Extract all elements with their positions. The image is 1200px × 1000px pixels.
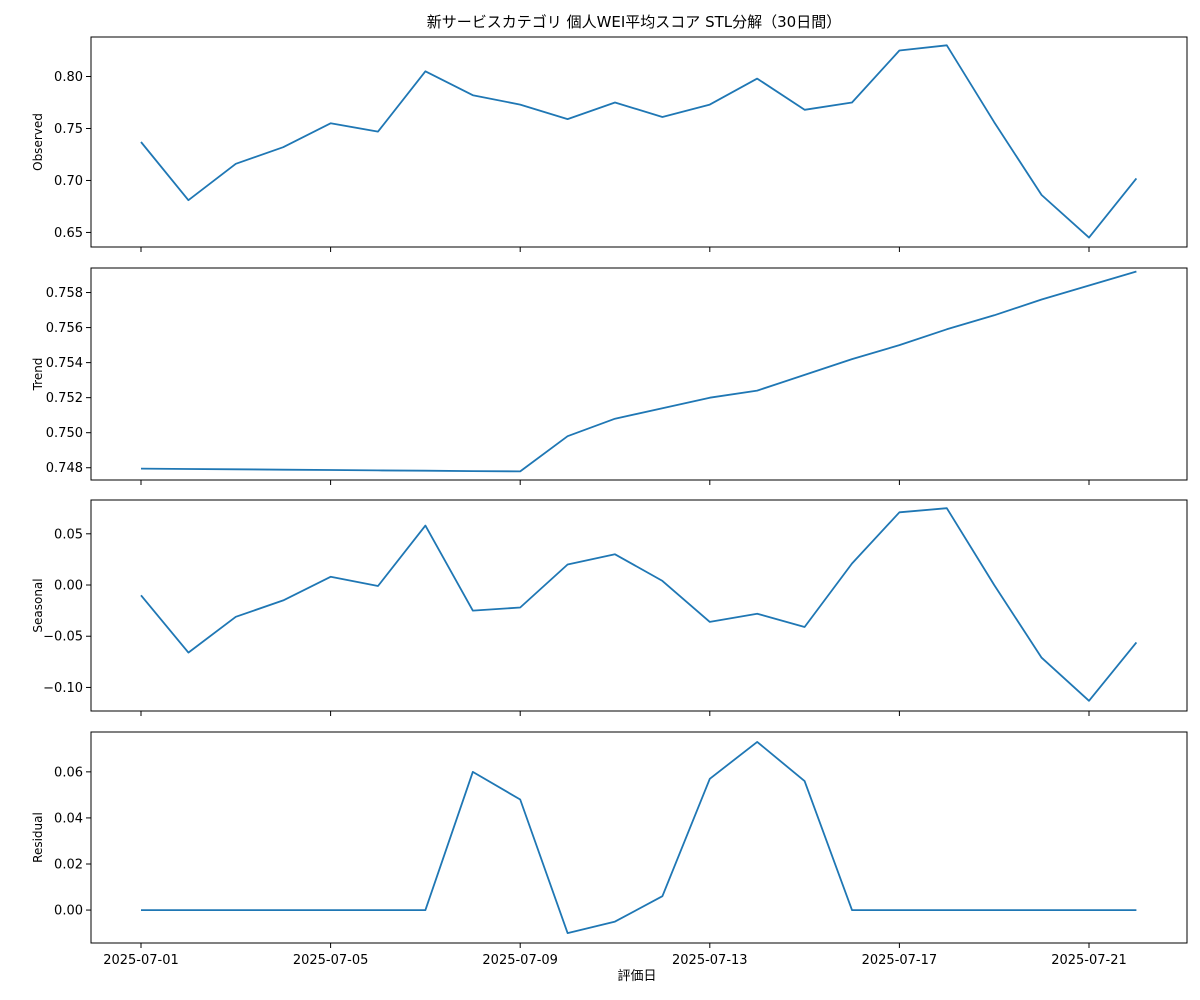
panel-seasonal: −0.10 −0.05 0.00 0.05 Seasonal (31, 499, 1188, 716)
panel-observed: 0.65 0.70 0.75 0.80 Observed (31, 36, 1188, 252)
y-tick-label: 0.00 (54, 579, 83, 594)
x-axis-label: 評価日 (617, 969, 656, 984)
series-line-residual (141, 741, 1137, 934)
y-tick-label: 0.65 (54, 226, 83, 241)
panel-frame (90, 731, 1188, 944)
panel-frame (90, 267, 1188, 481)
y-tick-label: 0.752 (46, 391, 83, 406)
y-tick-label: 0.758 (46, 286, 83, 301)
y-axis-label-residual: Residual (31, 812, 45, 863)
chart-title: 新サービスカテゴリ 個人WEI平均スコア STL分解（30日間） (427, 13, 841, 31)
x-tick-label: 2025-07-13 (672, 953, 748, 968)
series-line-trend (140, 270, 1137, 473)
y-tick-label: 0.02 (54, 857, 83, 872)
y-tick-label: 0.70 (54, 174, 83, 189)
y-tick-label: 0.754 (46, 356, 83, 371)
panel-frame (90, 499, 1188, 712)
y-tick-label: 0.04 (54, 811, 83, 826)
y-tick-label: 0.748 (46, 461, 83, 476)
y-tick-label: 0.06 (54, 765, 83, 780)
y-tick-label: 0.75 (54, 122, 83, 137)
x-tick-label: 2025-07-21 (1051, 953, 1127, 968)
x-tick-label: 2025-07-05 (293, 953, 369, 968)
y-axis-label-seasonal: Seasonal (31, 578, 45, 632)
y-tick-label: −0.05 (43, 630, 83, 645)
y-tick-label: −0.10 (43, 681, 83, 696)
x-tick-label: 2025-07-01 (103, 953, 179, 968)
y-axis-label-trend: Trend (31, 358, 45, 392)
series-line-observed (140, 44, 1138, 239)
panel-residual: 0.00 0.02 0.04 0.06 Residual 2025-07-01 2025-0… (31, 731, 1188, 968)
y-axis-label-observed: Observed (31, 113, 45, 171)
panel-frame (90, 36, 1188, 248)
y-tick-label: 0.750 (46, 426, 83, 441)
series-line-seasonal (140, 507, 1138, 702)
y-tick-label: 0.80 (54, 70, 83, 85)
y-tick-label: 0.756 (46, 321, 83, 336)
y-tick-label: 0.05 (54, 527, 83, 542)
y-tick-label: 0.00 (54, 904, 83, 919)
panels: 0.650.700.750.80Observed0.7480.7500.7520… (31, 36, 1188, 968)
panel-trend: 0.748 0.750 0.752 0.754 0.756 0.758 Trend (31, 267, 1188, 485)
x-tick-label: 2025-07-17 (862, 953, 938, 968)
x-tick-label: 2025-07-09 (482, 953, 558, 968)
